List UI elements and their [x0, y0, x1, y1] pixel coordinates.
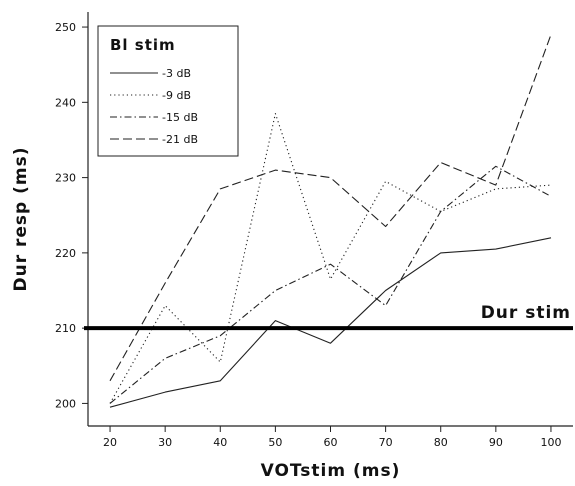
- series-line-15dbdb: [109, 165, 552, 404]
- y-tick-label: 250: [55, 21, 76, 34]
- y-tick-label: 230: [55, 172, 76, 185]
- legend-entry-label: -21 dB: [162, 133, 198, 146]
- legend-entry-label: -15 dB: [162, 111, 198, 124]
- y-tick-label: 210: [55, 322, 76, 335]
- x-tick-label: 100: [540, 436, 561, 449]
- x-tick-label: 60: [324, 436, 338, 449]
- x-tick-label: 90: [489, 436, 503, 449]
- series-line-9dbdb: [109, 113, 552, 404]
- series-line-3dbdb: [109, 237, 552, 408]
- series-layer: [109, 34, 552, 408]
- legend-entry-label: -3 dB: [162, 67, 191, 80]
- x-tick-label: 20: [103, 436, 117, 449]
- y-tick-label: 240: [55, 96, 76, 109]
- series-line-21dbdb: [109, 34, 552, 382]
- legend-title: Bl stim: [110, 36, 176, 54]
- y-axis-label: Dur resp (ms): [11, 146, 31, 291]
- x-axis-label: VOTstim (ms): [261, 461, 401, 481]
- y-tick-label: 200: [55, 397, 76, 410]
- legend-entry-label: -9 dB: [162, 89, 191, 102]
- legend-box: [97, 25, 239, 157]
- x-tick-label: 80: [434, 436, 448, 449]
- ticks: 20 30 40 50 60 70 80 90 100 200 210 220 230 240 250: [55, 21, 561, 449]
- reference-line-label: Dur stim: [481, 303, 571, 323]
- x-tick-label: 30: [158, 436, 172, 449]
- legend: -3 dB -9 dB -15 dB -21 dB: [97, 25, 239, 157]
- x-tick-label: 70: [379, 436, 393, 449]
- x-tick-label: 50: [268, 436, 282, 449]
- x-tick-label: 40: [213, 436, 227, 449]
- y-tick-label: 220: [55, 247, 76, 260]
